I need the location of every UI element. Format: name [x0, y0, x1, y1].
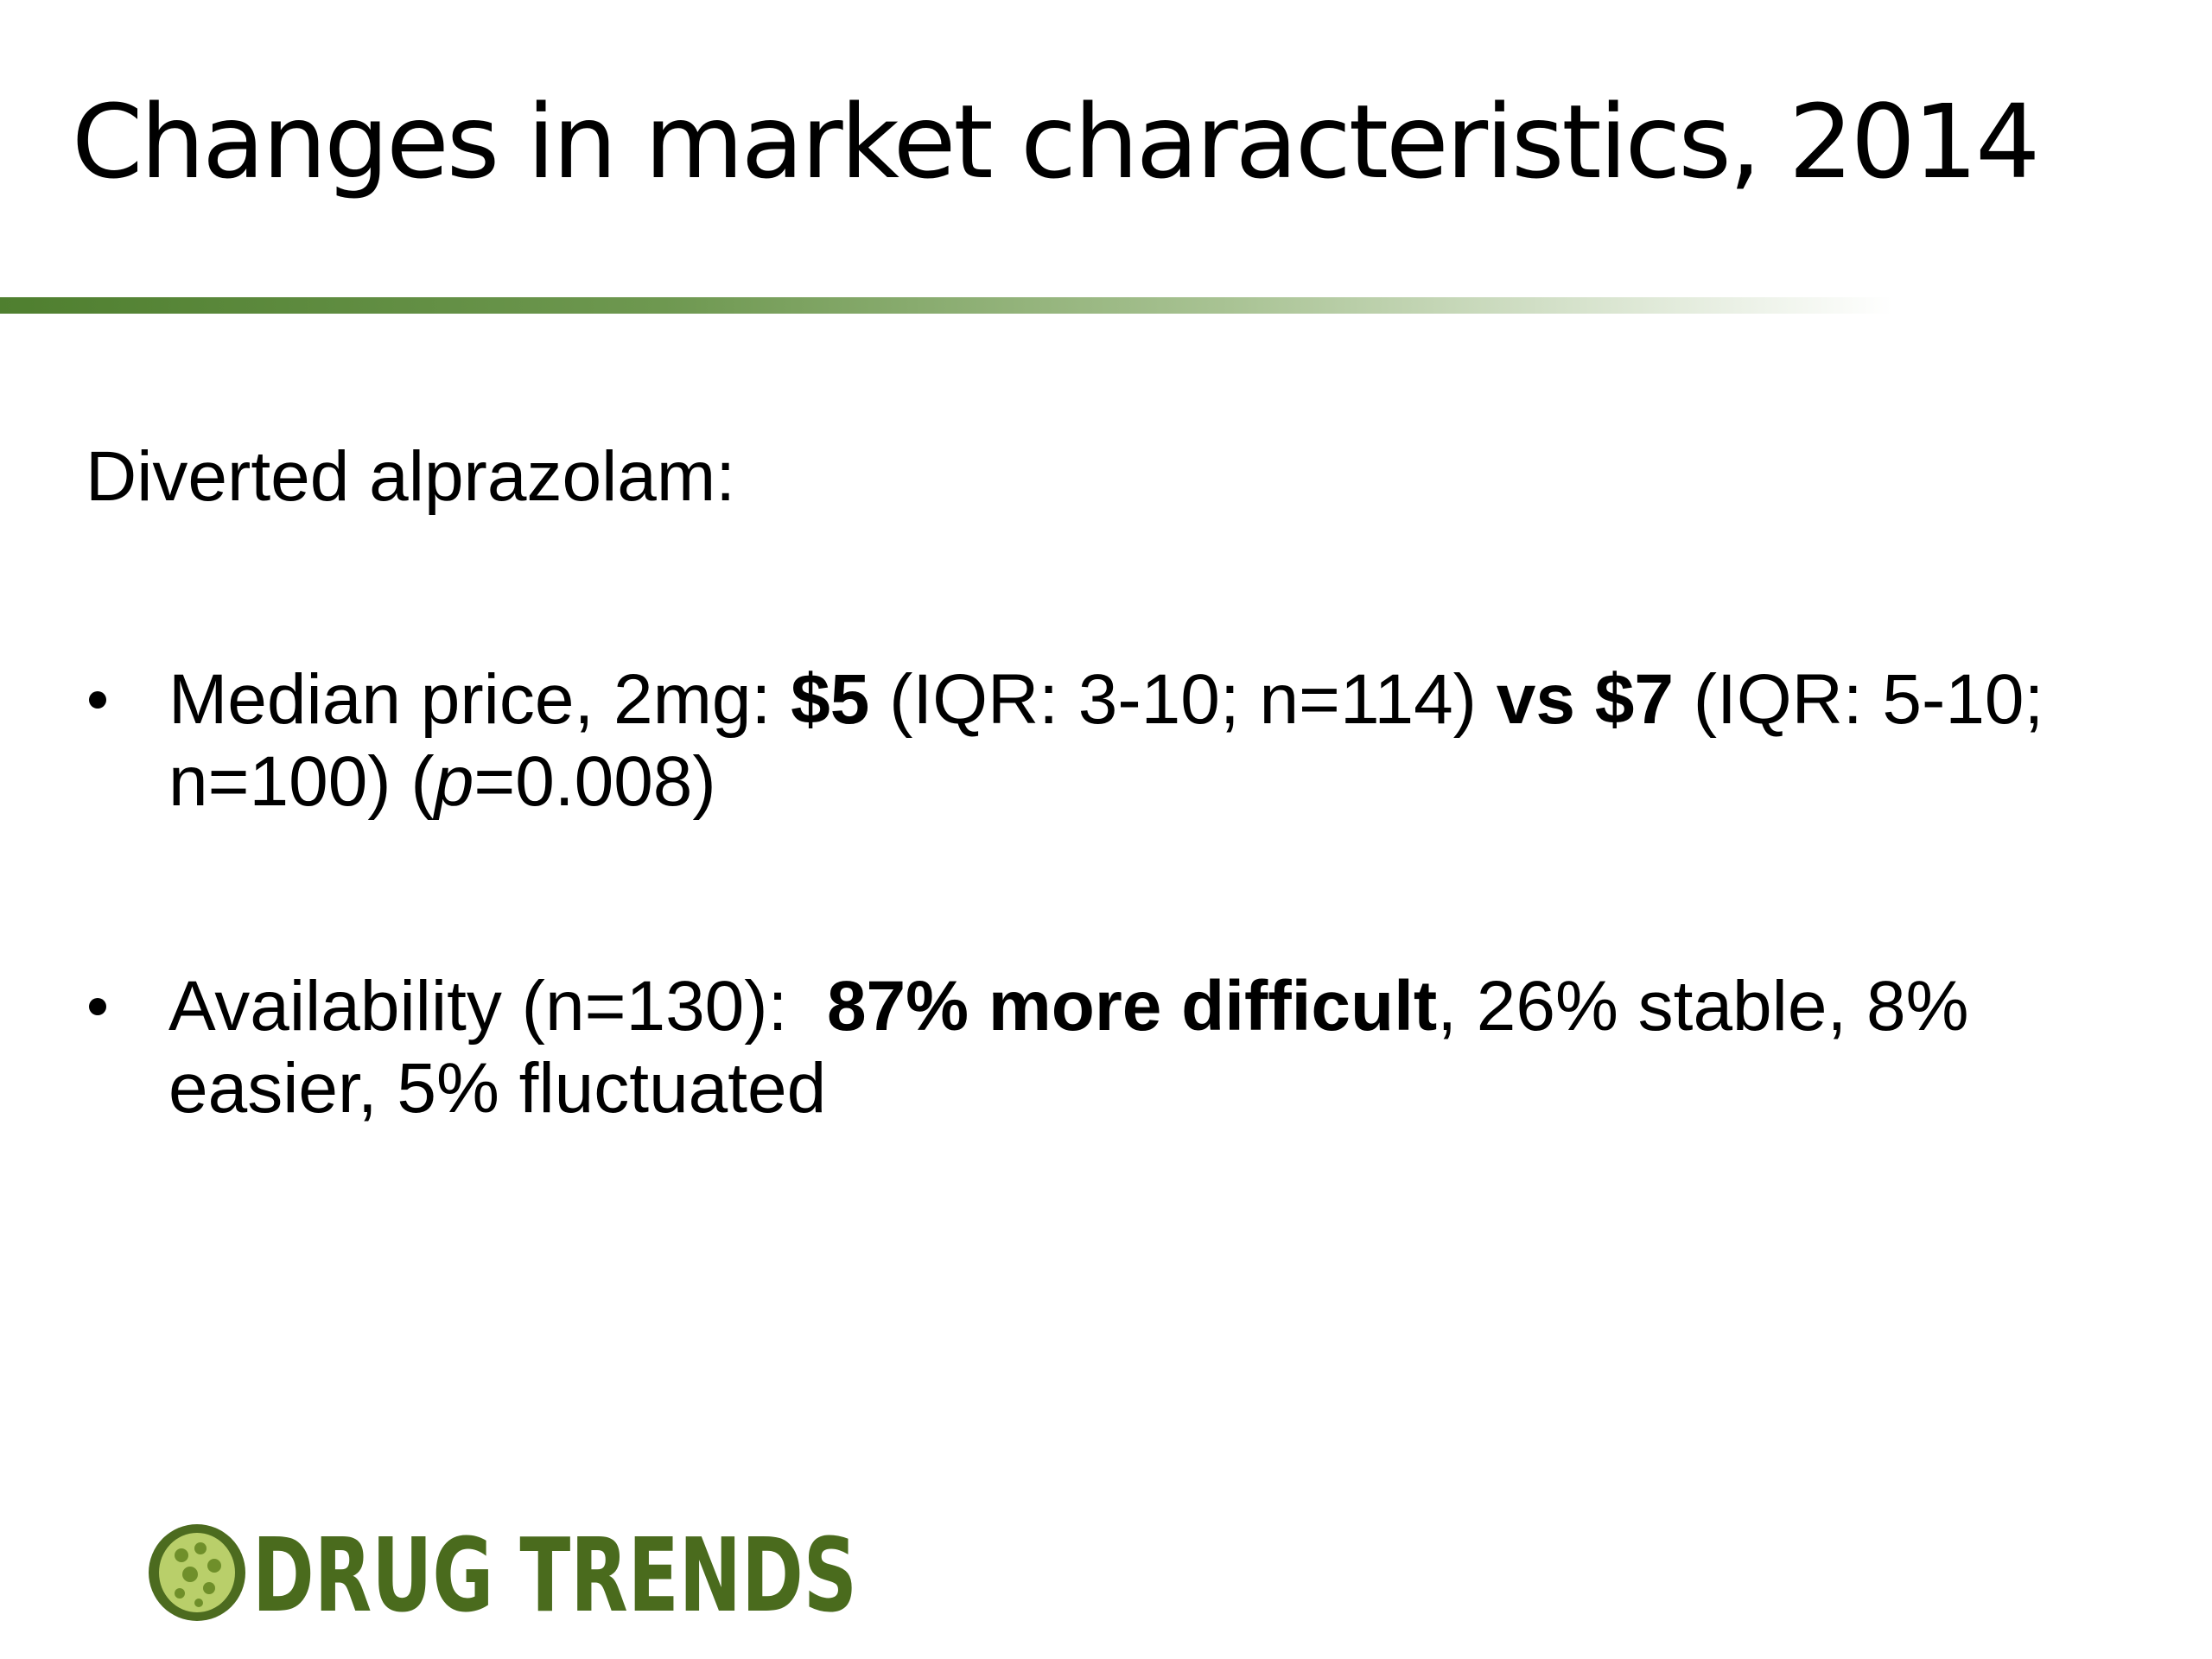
bullet-text: $5 — [791, 660, 870, 739]
intro-text: Diverted alprazolam: — [86, 437, 735, 516]
bullet-text: (IQR: 3-10; n=114) — [869, 660, 1497, 739]
bullet-item: Median price, 2mg: $5 (IQR: 3-10; n=114)… — [89, 658, 2164, 823]
bullet-text: p — [434, 742, 474, 821]
slide-title: Changes in market characteristics, 2014 — [72, 82, 2040, 201]
title-rule — [0, 297, 1892, 314]
bullet-item: Availability (n=130): 87% more difficult… — [89, 965, 2164, 1129]
bullet-text: =0.008) — [474, 742, 716, 821]
bullet-text: Median price, 2mg: — [168, 660, 791, 739]
bullet-text: (IQR: 5-10; n=100) ( — [168, 660, 2064, 821]
bullet-text: 87% more difficult — [826, 967, 1438, 1046]
bullet-text: Availability (n=130): — [168, 967, 827, 1046]
logo-text: DRUG TRENDS — [252, 1521, 857, 1624]
bullet-dot — [89, 998, 106, 1015]
bullet-text: vs $7 — [1496, 660, 1674, 739]
bullet-text: , 26% stable, 8% easier, 5% fluctuated — [168, 967, 1989, 1128]
logo: DRUG TRENDS — [149, 1521, 857, 1624]
logo-pattern — [175, 1542, 221, 1607]
bullet-dot — [89, 691, 106, 709]
